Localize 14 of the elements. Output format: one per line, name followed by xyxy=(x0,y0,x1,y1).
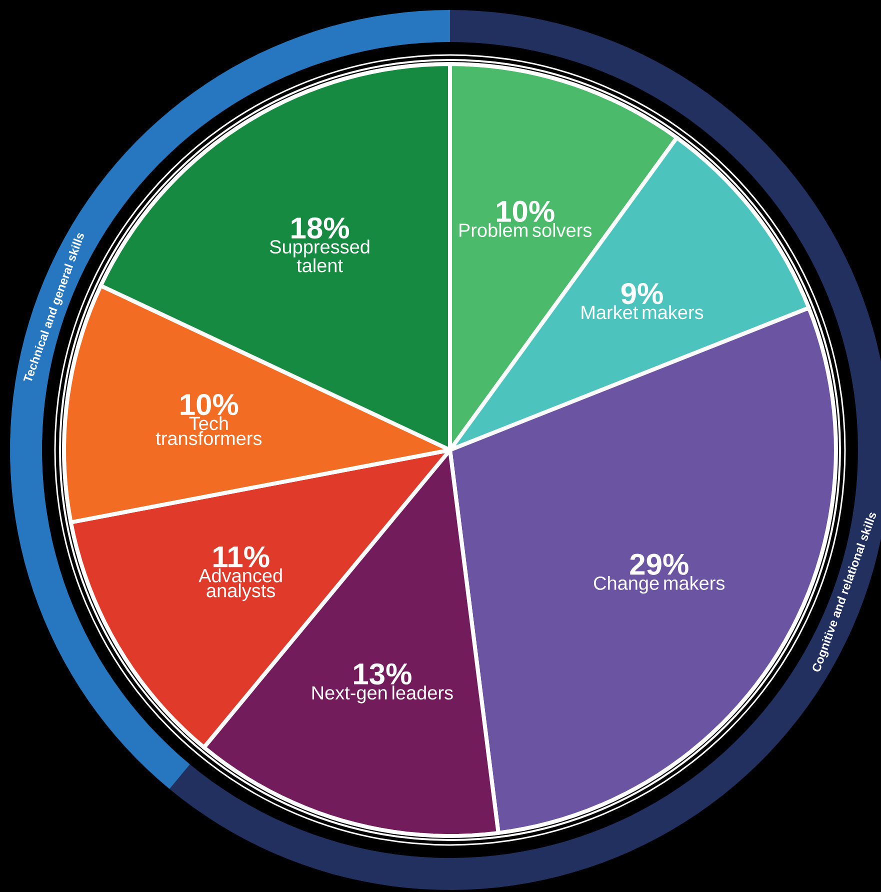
data-label: 10% xyxy=(496,200,554,222)
slice-label: Advanced analysts xyxy=(198,568,282,602)
slice-label: Change makers xyxy=(594,576,725,594)
data-label: 13% xyxy=(354,663,412,685)
data-label: 11% xyxy=(214,546,270,568)
slice-label: Problem solvers xyxy=(460,223,592,237)
data-label: 29% xyxy=(630,554,688,575)
slice-label: Next-gen leaders xyxy=(312,686,453,704)
data-label: 9% xyxy=(621,282,663,304)
data-label: 10% xyxy=(180,394,238,416)
data-label: 18% xyxy=(292,217,350,239)
slice-label: Suppressed talent xyxy=(270,240,370,272)
slice-label: Tech transformers xyxy=(156,416,262,446)
slice-label: Market makers xyxy=(582,305,704,320)
